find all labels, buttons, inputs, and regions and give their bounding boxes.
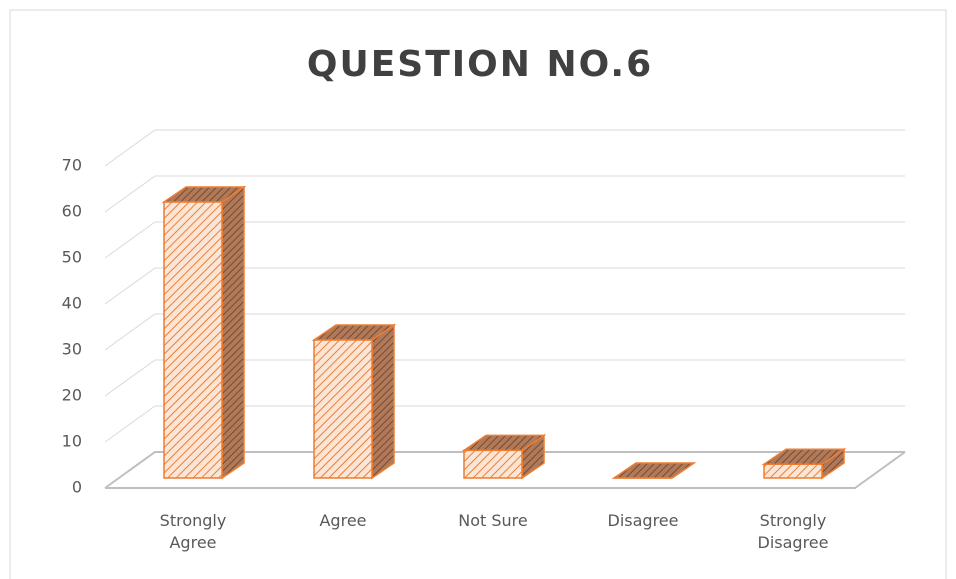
y-tick-label: 20 <box>62 386 82 405</box>
bar <box>461 433 547 480</box>
bar-front <box>463 449 523 479</box>
grid-line <box>104 129 905 167</box>
y-tick-label: 30 <box>62 340 82 359</box>
chart-title: QUESTION NO.6 <box>307 44 653 85</box>
y-tick-label: 50 <box>62 248 82 267</box>
floor <box>105 451 906 489</box>
grid-line <box>104 267 905 305</box>
y-tick-label: 10 <box>62 432 82 451</box>
bar-side <box>221 185 245 480</box>
y-tick-label: 0 <box>72 478 82 497</box>
x-tick-label: Agree <box>319 511 367 530</box>
y-tick-label: 60 <box>62 202 82 221</box>
chart-border <box>9 9 947 579</box>
bar <box>161 185 247 480</box>
grid-line <box>104 359 905 397</box>
x-tick-label: Strongly Disagree <box>757 511 829 552</box>
bar-front <box>313 339 373 479</box>
bar <box>311 323 397 480</box>
bar-front <box>163 201 223 479</box>
bar-top <box>611 462 697 479</box>
bar <box>761 447 847 480</box>
grid-line <box>104 405 905 443</box>
x-tick-label: Not Sure <box>458 511 528 530</box>
grid-line <box>104 175 905 213</box>
grid-line <box>104 451 905 489</box>
grid-line <box>104 221 905 259</box>
x-tick-label: Strongly Agree <box>159 511 227 552</box>
x-tick-label: Disagree <box>607 511 679 530</box>
grid-line <box>104 313 905 351</box>
bar-front <box>763 463 823 479</box>
bar <box>611 462 697 479</box>
y-tick-label: 40 <box>62 294 82 313</box>
y-tick-label: 70 <box>62 156 82 175</box>
bar-side <box>371 323 395 480</box>
